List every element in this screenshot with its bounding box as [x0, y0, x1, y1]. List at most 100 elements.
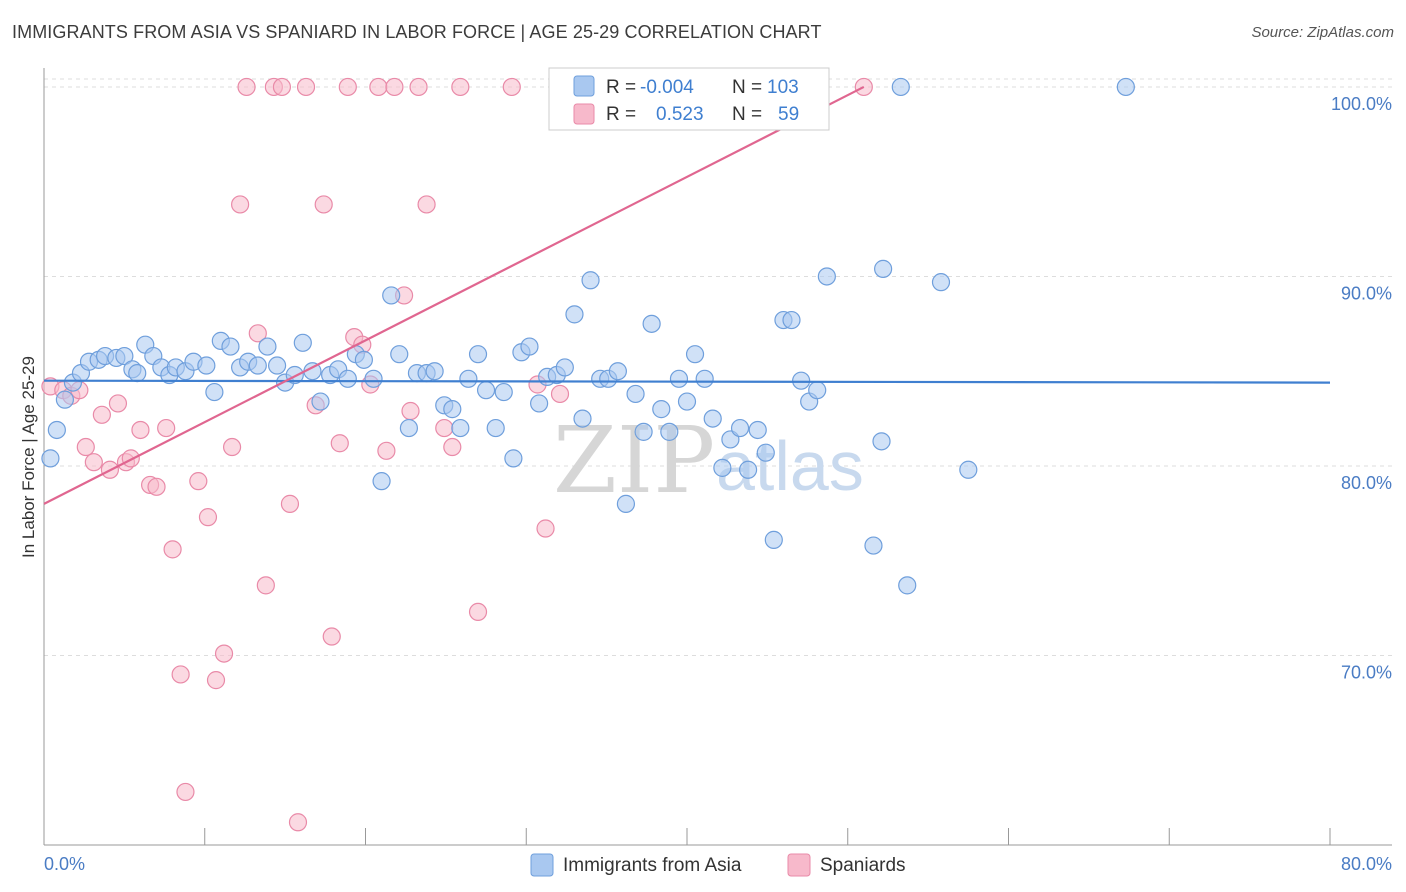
spaniards-points: [41, 77, 873, 832]
asia-point: [642, 314, 661, 333]
asia-point: [47, 420, 66, 440]
x-tick-marks: [43, 828, 1331, 845]
spaniards-point: [401, 401, 420, 421]
y-tick-label: 90.0%: [1341, 283, 1392, 303]
asia-point: [494, 382, 513, 402]
asia-point: [520, 337, 539, 356]
legend-r-value-asia: -0.004: [640, 77, 694, 98]
asia-point: [197, 356, 216, 375]
asia-point: [792, 371, 811, 390]
spaniards-point: [163, 540, 182, 559]
asia-point: [703, 409, 722, 428]
asia-point: [486, 418, 505, 438]
spaniards-point: [435, 418, 454, 438]
spaniards-point: [550, 384, 570, 404]
asia-point: [390, 345, 409, 364]
asia-point: [738, 460, 758, 479]
asia-point: [372, 472, 391, 491]
spaniards-point: [536, 519, 555, 538]
spaniards-point: [121, 449, 140, 468]
y-tick-label: 100.0%: [1331, 94, 1392, 114]
spaniards-point: [502, 77, 521, 97]
asia-point: [443, 400, 462, 419]
asia-point: [652, 400, 671, 419]
asia-point: [476, 381, 496, 400]
asia-point: [364, 369, 383, 388]
y-axis-label: In Labor Force | Age 25-29: [19, 356, 38, 558]
legend-swatch-asia: [573, 75, 595, 97]
asia-point: [293, 333, 312, 352]
asia-point: [634, 422, 653, 441]
asia-point: [248, 356, 267, 375]
asia-point: [898, 576, 917, 595]
asia-point: [864, 536, 883, 555]
asia-point: [626, 384, 645, 404]
spaniards-point: [171, 665, 190, 684]
spaniards-point: [206, 671, 226, 690]
x-tick-label-min: 0.0%: [44, 854, 85, 874]
asia-point: [205, 382, 224, 402]
spaniards-point: [237, 77, 256, 97]
asia-point: [748, 420, 767, 440]
asia-point: [451, 418, 470, 438]
spaniards-point: [468, 602, 488, 622]
legend-swatch-spaniards: [573, 103, 595, 125]
y-tick-label: 70.0%: [1341, 662, 1392, 682]
spaniards-point: [272, 77, 292, 97]
legend-r-label-spaniards: R =: [606, 104, 636, 125]
legend-n-value-spaniards: 59: [778, 104, 799, 125]
spaniards-point: [147, 477, 166, 496]
asia-point: [530, 394, 549, 413]
asia-point: [459, 369, 478, 388]
spaniards-point: [296, 77, 316, 97]
legend: R = -0.004 N = 103 R = 0.523 N = 59: [548, 67, 830, 131]
asia-points: [41, 77, 1135, 595]
asia-point: [695, 369, 714, 388]
spaniards-point: [369, 77, 388, 97]
asia-point: [399, 418, 419, 438]
spaniards-point: [214, 644, 234, 663]
asia-point: [874, 259, 893, 278]
spaniards-point: [288, 813, 308, 832]
asia-point: [782, 310, 801, 330]
legend-r-label-asia: R =: [606, 77, 636, 98]
asia-trend-line: [43, 379, 1331, 384]
bottom-legend-label-spaniards: Spaniards: [820, 855, 906, 876]
spaniards-point: [222, 437, 242, 457]
source-label: Source: ZipAtlas.com: [1251, 24, 1394, 41]
asia-point: [677, 392, 697, 411]
bottom-legend: Immigrants from Asia Spaniards: [530, 853, 906, 877]
spaniards-point: [248, 324, 267, 343]
spaniards-point: [314, 195, 333, 214]
asia-point: [764, 530, 783, 549]
asia-point: [1116, 77, 1135, 97]
asia-point: [817, 267, 836, 286]
asia-point: [669, 369, 689, 388]
legend-box: [548, 67, 830, 131]
spaniards-point: [417, 195, 436, 214]
spaniards-point: [322, 627, 341, 646]
spaniards-point: [451, 77, 470, 97]
legend-n-value-asia: 103: [767, 77, 799, 98]
asia-point: [267, 356, 287, 375]
asia-point: [258, 337, 277, 356]
spaniards-point: [108, 394, 128, 413]
spaniards-point: [385, 77, 404, 97]
asia-point: [730, 418, 750, 438]
trend-lines: [43, 85, 1331, 505]
asia-point: [891, 77, 910, 97]
asia-point: [338, 369, 357, 388]
asia-point: [555, 358, 574, 377]
spaniards-point: [176, 782, 195, 802]
spaniards-point: [330, 434, 349, 453]
spaniards-trend-line: [43, 85, 865, 505]
asia-point: [221, 337, 240, 356]
legend-r-value-spaniards: 0.523: [656, 104, 704, 125]
asia-point: [685, 345, 705, 364]
asia-point: [55, 390, 74, 409]
asia-point: [504, 449, 523, 468]
spaniards-point: [338, 77, 357, 97]
asia-point: [959, 460, 978, 479]
asia-point: [808, 381, 827, 400]
